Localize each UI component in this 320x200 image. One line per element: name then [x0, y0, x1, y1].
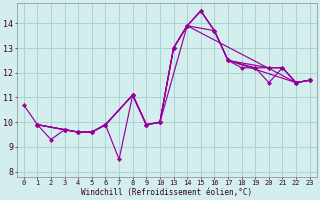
X-axis label: Windchill (Refroidissement éolien,°C): Windchill (Refroidissement éolien,°C) [81, 188, 252, 197]
